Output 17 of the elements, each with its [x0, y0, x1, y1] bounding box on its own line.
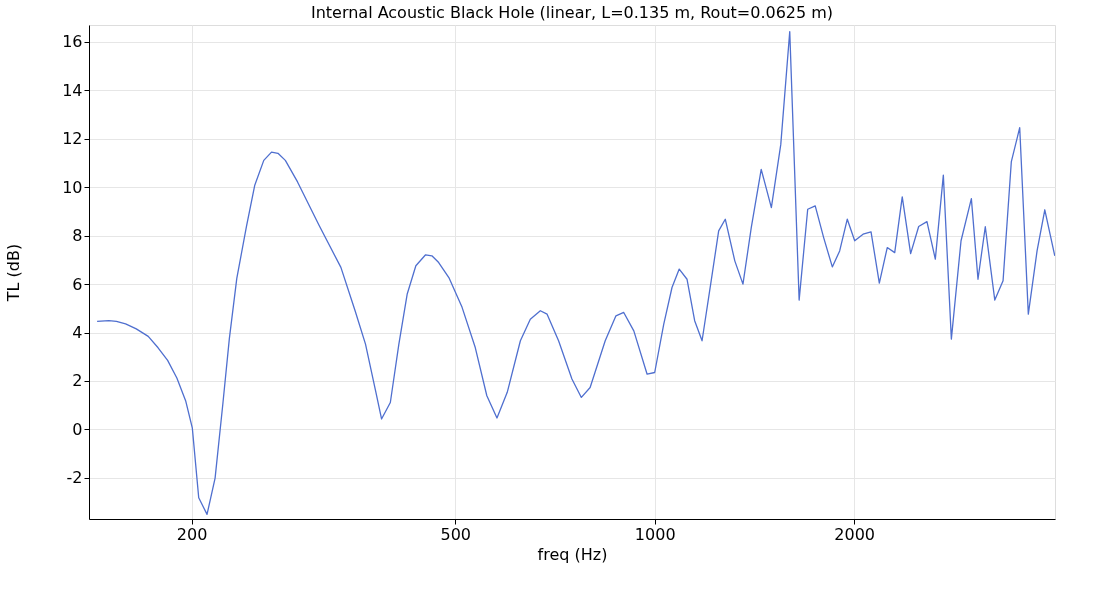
x-tick-label: 1000 [634, 524, 676, 544]
x-tick-label: 2000 [834, 524, 875, 544]
y-tick-label: 0 [72, 419, 83, 439]
y-axis-title: TL (dB) [4, 243, 24, 303]
chart-title: Internal Acoustic Black Hole (linear, L=0.135 m, Rout=0.0625 m) [310, 3, 834, 22]
y-tick-label: 6 [72, 274, 83, 294]
y-tick-label: 16 [62, 32, 83, 52]
y-tick-label: 10 [62, 177, 83, 197]
x-tick-label: 200 [176, 524, 208, 544]
y-tick-label: 14 [62, 80, 83, 100]
y-tick-label: 2 [72, 371, 83, 391]
y-tick-label: 12 [62, 129, 83, 149]
y-tick-label: -2 [66, 468, 83, 488]
x-axis-title: freq (Hz) [537, 544, 608, 564]
y-tick-label: 8 [72, 226, 83, 246]
x-tick-label: 500 [440, 524, 472, 544]
y-tick-label: 4 [72, 323, 83, 343]
